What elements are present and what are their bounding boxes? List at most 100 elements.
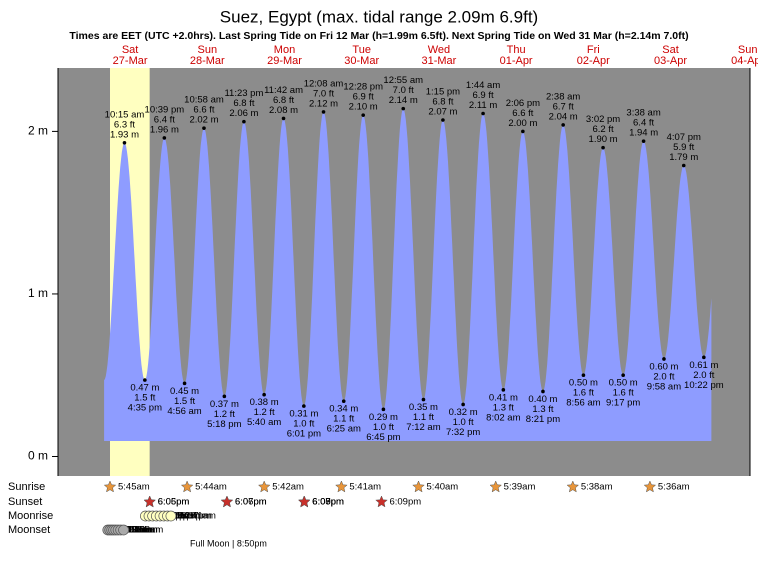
event-time: 10:29pm [172,511,209,522]
moon-icon [165,510,177,522]
tide-label: 3:02 pm [586,114,620,125]
tide-point [401,106,406,111]
tide-label: 6.4 ft [154,114,175,125]
tide-label: 1.3 ft [493,402,514,413]
tide-label: 2.0 ft [653,371,674,382]
moon-icon [118,524,129,536]
tide-label: 1.0 ft [453,417,474,428]
tide-label: 6.8 ft [432,97,453,108]
chart-title: Suez, Egypt (max. tidal range 2.09m 6.9f… [220,7,538,26]
sun-icon [643,480,657,493]
tide-label: 1.94 m [629,128,658,139]
event-time: 8:16am [126,525,158,536]
day-weekday: Thu [507,44,526,56]
event-time: 5:04am [116,525,148,536]
tide-label: 2.04 m [549,111,578,122]
tide-point [262,392,266,397]
tide-label: 6.9 ft [353,92,374,103]
event-time: 6:07pm [312,497,344,508]
tide-label: 7:32 pm [446,427,480,438]
tide-label: 1.1 ft [333,414,354,425]
day-date: 30-Mar [344,55,379,67]
event-time: 6:17am [120,525,152,536]
event-time: 5:40am [427,482,459,493]
tide-point [122,140,127,145]
tide-label: 0.45 m [170,386,199,397]
tide-label: 11:23 pm [224,88,263,99]
day-weekday: Fri [587,44,600,56]
event-time: 6:53am [122,525,154,536]
event-time: 6:09pm [312,497,344,508]
tide-label: 1.0 ft [373,422,394,433]
tide-label: 2:06 pm [506,98,540,109]
tide-label: 6.7 ft [553,101,574,112]
tide-label: 12:28 pm [343,82,383,93]
tide-label: 1.1 ft [413,412,434,423]
event-time: 5:36am [658,482,690,493]
tide-label: 10:22 pm [684,380,724,391]
tide-label: 5.9 ft [673,142,694,153]
day-date: 31-Mar [421,55,456,67]
tide-point [601,145,605,150]
event-time: 5:44am [195,482,227,493]
chart-subtitle: Times are EET (UTC +2.0hrs). Last Spring… [69,30,688,42]
sun-icon [297,495,311,508]
tide-label: 1.5 ft [174,396,195,407]
tide-label: 1.0 ft [293,419,314,430]
tide-label: 1.5 ft [134,393,155,404]
tide-point [341,399,346,404]
tide-label: 12:08 am [304,78,344,89]
event-time: 7:33am [124,525,156,536]
event-time: 5:38am [581,482,613,493]
tide-point [581,373,586,378]
tide-point [621,373,625,378]
tide-point [441,118,445,122]
tide-label: 4:07 pm [667,132,701,143]
annotation: Full Moon | 8:50pm [190,538,267,548]
event-time: 9:19pm [168,511,200,522]
day-weekday: Wed [428,44,450,56]
tide-label: 6.4 ft [633,118,654,129]
sun-icon [489,480,503,493]
tide-label: 8:21 pm [526,414,560,425]
tide-label: 2.12 m [309,98,338,109]
tide-label: 1.2 ft [214,409,235,420]
y-tick-label: 1 m [28,286,48,300]
tide-label: 2.10 m [349,102,378,113]
tide-label: 6.8 ft [273,95,294,106]
event-time: 5:45am [118,482,150,493]
tide-label: 0.38 m [250,397,279,408]
tide-label: 0.60 m [649,361,678,372]
tide-point [321,110,326,114]
tide-point [143,378,147,382]
tide-point [461,402,465,407]
event-time: 9:04am [129,525,161,536]
day-weekday: Tue [352,44,371,56]
day-date: 03-Apr [654,55,687,67]
tide-label: 4:35 pm [128,403,162,414]
day-weekday: Mon [274,44,295,56]
tide-label: 1.6 ft [573,388,594,399]
tide-label: 0.50 m [609,378,638,389]
tide-label: 2:38 am [546,91,580,102]
tide-label: 0.61 m [689,360,718,371]
event-time: 6:08pm [312,497,344,508]
tide-label: 1.79 m [669,152,698,163]
sun-icon [412,480,425,493]
tide-label: 5:18 pm [207,419,241,430]
event-time: 8:09pm [164,511,196,522]
tide-point [662,357,666,361]
tide-label: 9:17 pm [606,398,640,409]
tide-label: 2.00 m [508,118,537,129]
tide-label: 6.9 ft [473,90,494,101]
tide-point [481,111,485,116]
y-tick-label: 2 m [28,124,48,138]
tide-point [501,388,506,392]
tide-point [381,407,386,412]
event-row-label: Moonset [8,524,50,536]
tide-label: 0.41 m [489,392,518,403]
sun-icon [566,480,580,493]
event-time: 5:41am [118,525,150,536]
day-weekday: Sun [738,44,758,56]
tide-label: 1.2 ft [254,407,275,418]
